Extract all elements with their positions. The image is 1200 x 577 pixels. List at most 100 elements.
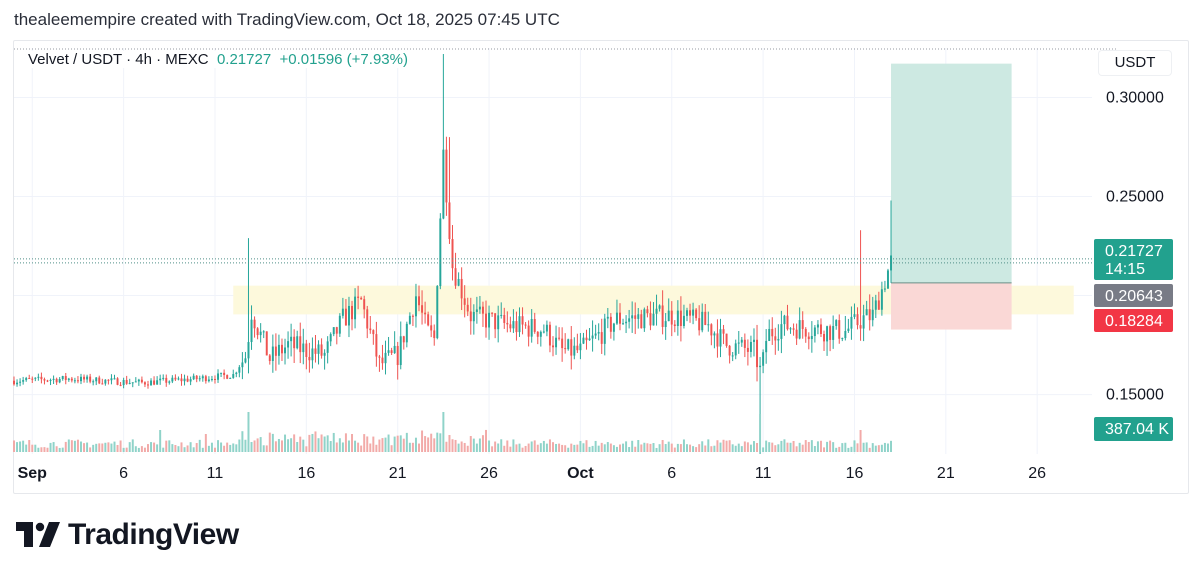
volume-bar <box>357 442 360 452</box>
candle <box>716 319 719 358</box>
candle <box>165 374 168 387</box>
volume-bar <box>427 437 430 452</box>
candle <box>83 374 86 383</box>
volume-bar <box>293 434 296 452</box>
last-price: 0.21727 <box>216 51 272 68</box>
candle-body <box>716 333 719 347</box>
volume-bar <box>80 441 82 452</box>
candle <box>116 377 119 386</box>
candle-body <box>363 299 366 310</box>
volume-bar <box>810 440 813 452</box>
candle <box>399 321 402 370</box>
candle-body <box>220 372 223 374</box>
volume-bar <box>506 440 509 452</box>
candle-body <box>710 324 713 336</box>
candle-body <box>804 328 807 337</box>
volume-bar <box>716 440 719 452</box>
candle <box>442 53 445 220</box>
volume-bar <box>220 442 223 452</box>
symbol-name[interactable]: Velvet / USDT · 4h · MEXC <box>28 51 209 68</box>
candle <box>664 313 667 340</box>
candle <box>871 296 874 327</box>
candle <box>509 316 512 333</box>
candle <box>698 305 701 336</box>
volume-bar <box>411 442 414 452</box>
candle <box>293 329 296 363</box>
volume-bar <box>679 444 682 452</box>
volume-bar <box>70 440 73 452</box>
candle-body <box>786 315 789 330</box>
volume-bar <box>238 439 241 452</box>
candle-body <box>826 326 829 342</box>
candle <box>101 378 104 385</box>
candle-body <box>625 321 628 324</box>
volume-bar <box>338 438 341 452</box>
candle-body <box>862 315 865 329</box>
candle-body <box>485 313 487 328</box>
candle-body <box>293 336 296 349</box>
candle <box>226 374 229 380</box>
candle <box>625 315 628 334</box>
candle-body <box>217 373 220 380</box>
candle-body <box>865 309 868 316</box>
volume-bar <box>396 435 399 452</box>
volume-bar <box>271 433 274 452</box>
candle <box>19 378 22 387</box>
chart-frame[interactable] <box>13 40 1189 494</box>
candle-body <box>49 379 52 381</box>
axis-unit-label[interactable]: USDT <box>1099 51 1171 75</box>
candle <box>424 301 427 324</box>
candle <box>122 377 125 389</box>
candle <box>615 299 618 325</box>
volume-bar <box>49 442 52 452</box>
candle-body <box>774 336 777 341</box>
volume-bar <box>344 433 347 452</box>
candle-body <box>366 309 369 329</box>
volume-bar <box>183 447 186 452</box>
volume-bar <box>868 447 871 452</box>
volume-bar <box>594 440 597 452</box>
candle <box>259 323 262 343</box>
candle <box>722 324 725 345</box>
candle-body <box>89 376 92 382</box>
candle-body <box>835 320 838 326</box>
candle-body <box>390 350 393 354</box>
volume-bar <box>612 445 615 452</box>
volume-bar <box>92 444 95 452</box>
volume-bar <box>756 442 759 452</box>
candle-body <box>886 270 889 289</box>
candle <box>235 371 238 378</box>
candle <box>646 305 649 318</box>
candle <box>268 354 271 365</box>
candle-body <box>536 331 539 337</box>
volume-bar <box>469 436 472 452</box>
candle <box>685 307 688 322</box>
candle <box>713 331 716 349</box>
tradingview-logo: TradingView <box>16 518 239 552</box>
candle-body <box>472 311 475 322</box>
candle-body <box>58 379 61 383</box>
candle-body <box>421 305 424 313</box>
candle <box>448 137 451 244</box>
volume-bar <box>682 439 685 452</box>
volume-bar <box>600 442 603 452</box>
x-tick-label: Sep <box>18 465 48 482</box>
candle-body <box>719 329 722 347</box>
candle-body <box>192 375 195 380</box>
candle-body <box>890 255 893 271</box>
candle-body <box>783 315 786 325</box>
candle <box>874 294 877 319</box>
candle-body <box>506 322 509 325</box>
candle-body <box>816 324 819 328</box>
candle <box>612 322 615 341</box>
volume-bar <box>125 447 128 452</box>
volume-bar <box>296 441 299 452</box>
candle <box>107 379 110 385</box>
candle-body <box>375 334 378 357</box>
volume-bar <box>695 447 698 452</box>
candle <box>600 318 603 354</box>
candle <box>752 328 755 357</box>
volume-bar <box>609 443 612 452</box>
candle-body <box>695 309 698 319</box>
